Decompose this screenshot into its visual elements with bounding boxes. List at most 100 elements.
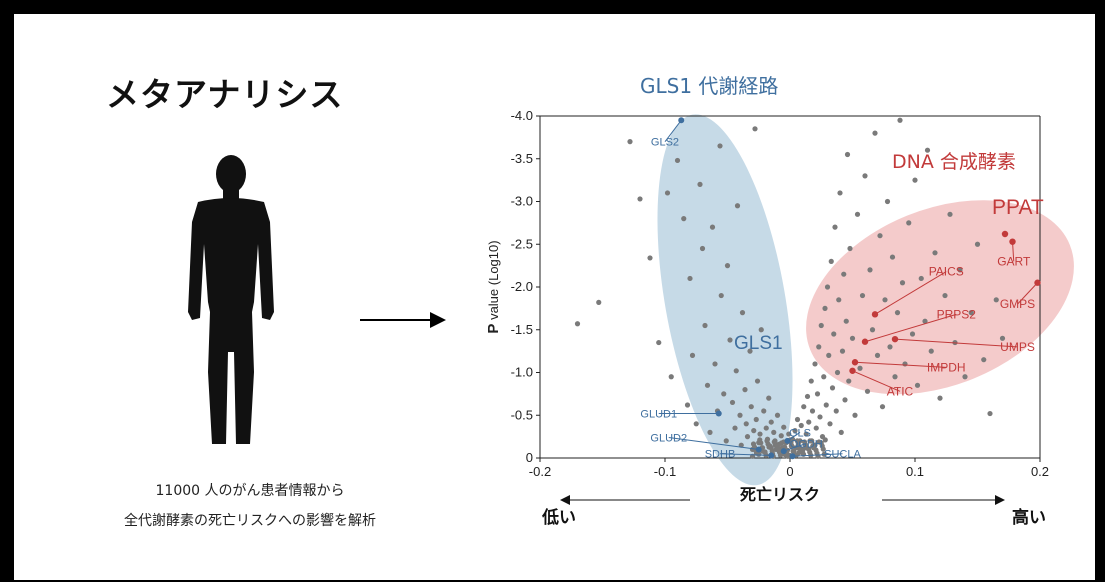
data-point	[814, 391, 821, 397]
gene-point-impdh	[851, 359, 859, 366]
data-point	[924, 147, 931, 153]
data-point	[837, 190, 843, 196]
data-point	[894, 310, 901, 316]
data-point	[839, 348, 846, 354]
data-point	[747, 348, 753, 354]
gene-leader-gls2	[664, 119, 682, 142]
data-point	[828, 258, 834, 264]
y-tick-label: 0	[526, 450, 533, 465]
data-point	[844, 151, 851, 158]
data-point	[803, 431, 809, 437]
gene-label-prps2: PRPS2	[937, 307, 977, 321]
data-point	[739, 310, 746, 316]
data-point	[816, 344, 822, 350]
data-point	[821, 374, 827, 380]
gene-label-umps: UMPS	[1000, 340, 1035, 354]
right-arrow-icon	[360, 312, 446, 328]
data-point	[754, 378, 761, 384]
data-point	[693, 421, 699, 427]
data-point	[822, 305, 828, 311]
data-point	[778, 433, 784, 439]
data-point	[668, 374, 674, 380]
data-point	[823, 402, 829, 408]
gene-label-atic: ATIC	[887, 384, 914, 398]
gene-label-impdh: IMPDH	[927, 360, 966, 374]
data-point	[843, 318, 849, 324]
data-point	[761, 408, 767, 414]
data-point	[712, 361, 718, 367]
y-tick-label: -2.5	[511, 236, 533, 251]
data-point	[763, 425, 769, 431]
data-point	[847, 245, 853, 252]
gene-leader-gmps	[1017, 282, 1038, 305]
data-point	[748, 404, 754, 410]
data-point	[817, 414, 823, 420]
gene-leader-prps2	[864, 313, 957, 343]
data-point	[810, 443, 816, 449]
low-arrow-head	[560, 495, 570, 505]
gene-label-sucla: SUCLA	[824, 449, 861, 461]
data-point	[849, 335, 856, 341]
gls1-label: GLS1	[734, 333, 783, 354]
data-point	[987, 410, 993, 417]
data-point	[874, 352, 881, 358]
data-point	[762, 449, 768, 455]
meta-analysis-title: メタアナリシス	[106, 75, 344, 114]
data-point	[818, 322, 824, 329]
high-label: 高い	[1012, 507, 1046, 528]
gene-label-sdhb: SDHB	[705, 449, 736, 461]
data-point	[902, 361, 908, 367]
data-point	[882, 297, 888, 303]
data-point	[766, 395, 772, 401]
data-point	[723, 438, 729, 444]
data-point	[834, 369, 841, 376]
data-point	[826, 352, 832, 358]
y-tick-label: -0.5	[511, 407, 533, 422]
data-point	[734, 203, 741, 209]
data-point	[829, 385, 836, 391]
data-point	[704, 382, 711, 388]
person-silhouette-icon	[188, 155, 274, 444]
data-point	[899, 280, 906, 286]
ppat-label: PPAT	[992, 196, 1044, 219]
data-point	[751, 428, 757, 434]
data-point	[872, 130, 878, 136]
data-point	[768, 419, 774, 425]
data-point	[674, 157, 681, 164]
x-tick-label: 0	[786, 464, 793, 479]
data-point	[689, 352, 696, 358]
data-point	[774, 443, 781, 449]
data-point	[906, 220, 912, 226]
data-point	[889, 254, 896, 260]
data-point	[831, 331, 837, 337]
data-point	[753, 416, 759, 423]
data-point	[884, 198, 891, 205]
data-point	[790, 448, 796, 454]
data-point	[637, 196, 643, 202]
data-point	[627, 139, 633, 145]
data-point	[824, 284, 831, 290]
gene-leader-atic	[852, 370, 901, 392]
gene-point-atic	[849, 367, 856, 374]
data-point	[801, 404, 807, 410]
x-axis-label: 死亡リスク	[740, 485, 820, 504]
data-point	[852, 412, 858, 418]
data-point	[768, 445, 774, 451]
data-point	[909, 331, 916, 337]
data-point	[974, 241, 981, 247]
data-point	[794, 416, 801, 423]
y-tick-label: -1.0	[511, 365, 533, 380]
gene-label-glud2: GLUD2	[650, 432, 687, 444]
volcano-scatter-chart: -4.0-3.5-3.0-2.5-2.0-1.5-1.0-0.50-0.2 -0.…	[485, 74, 1074, 528]
data-point	[750, 441, 757, 447]
gene-leader-gart	[1012, 241, 1015, 262]
data-point	[774, 412, 781, 418]
gene-leader-impdh	[854, 361, 947, 368]
y-tick-label: -3.0	[511, 194, 533, 209]
data-point	[846, 378, 852, 384]
data-point	[897, 117, 903, 123]
data-point	[792, 428, 798, 434]
data-point	[794, 438, 800, 444]
x-tick-label: -0.2	[529, 464, 551, 479]
data-point	[752, 126, 758, 132]
